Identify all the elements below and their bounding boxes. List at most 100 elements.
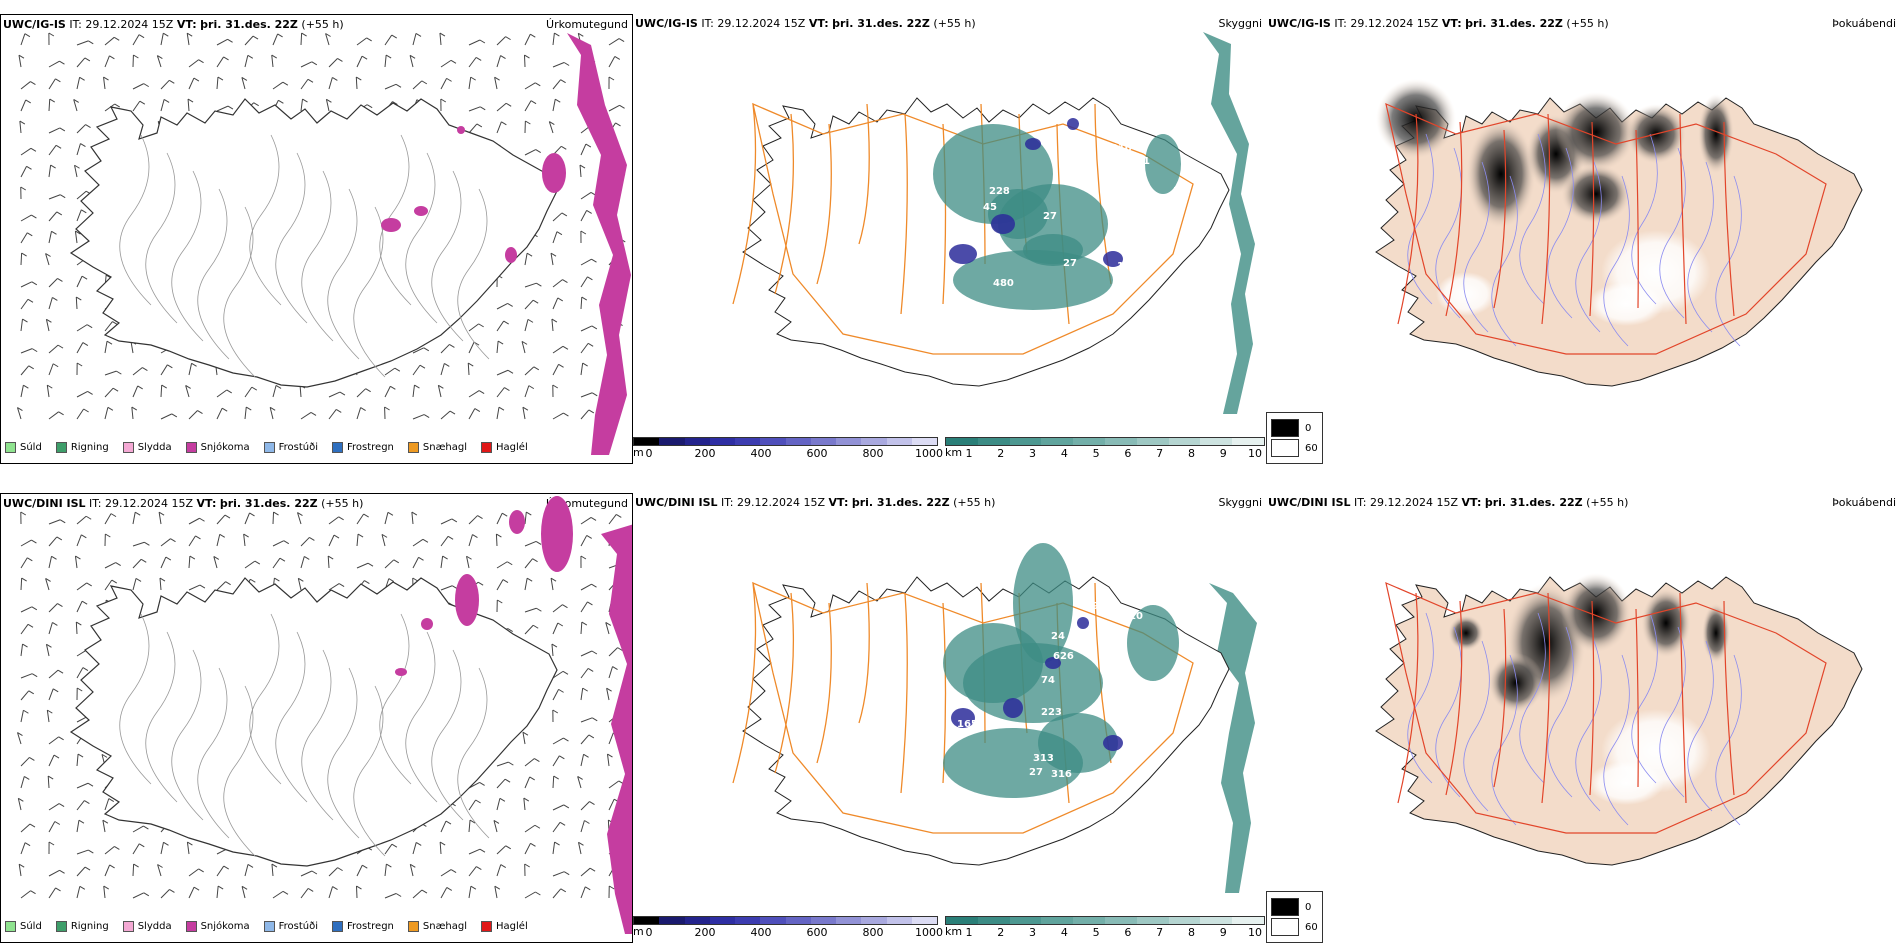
- visibility-label: 74: [1181, 639, 1195, 650]
- fog-index-area: [1698, 94, 1734, 174]
- legend-label: Haglél: [496, 442, 528, 453]
- visibility-labels: 69 10 74 24 626 74 223 165 313 27 316 30 491: [957, 601, 1195, 780]
- low-cloud-base-area: [1103, 251, 1123, 267]
- legend-item: 60: [1271, 918, 1318, 936]
- legend-item: Snjókoma: [185, 921, 250, 932]
- panel-header: UWC/DINI ISL IT: 29.12.2024 15Z VT: þri.…: [1268, 496, 1629, 509]
- colorbar-tick: 3: [1029, 447, 1037, 460]
- colorbar-tick: 9: [1219, 447, 1227, 460]
- legend-swatch: [122, 442, 134, 453]
- legend-item: Haglél: [481, 442, 528, 453]
- iceland-map: [1375, 573, 1863, 866]
- visibility-label: 228: [989, 186, 1010, 197]
- visibility-label: 24: [1051, 631, 1065, 642]
- fog-index-panel-1: UWC/IG-IS IT: 29.12.2024 15Z VT: þri. 31…: [1266, 14, 1900, 464]
- visibility-colorbar: 1 2 3 4 5 6 7 8 9 10 km: [945, 437, 1265, 460]
- colorbar-cell: [1009, 917, 1042, 924]
- colorbar-cell: [1200, 438, 1233, 445]
- legend-item: Rigning: [55, 921, 109, 932]
- visibility-label: 210: [1111, 143, 1132, 154]
- colorbar-tick: 1000: [915, 447, 943, 460]
- colorbar-cell: [760, 917, 786, 924]
- legend-item: 0: [1271, 419, 1318, 437]
- visibility-label: 30: [1129, 735, 1143, 746]
- low-cloud-base-area: [1025, 138, 1041, 150]
- iceland-map: 69 10 74 24 626 74 223 165 313 27 316 30 491: [732, 543, 1257, 893]
- legend-label: Slydda: [137, 921, 172, 932]
- colorbar-cell: [659, 438, 685, 445]
- clear-area: [1588, 282, 1664, 326]
- legend-label: 60: [1305, 921, 1318, 933]
- low-visibility-area: [963, 643, 1103, 723]
- legend-swatch: [263, 921, 275, 932]
- colorbar-tick: 1: [965, 926, 973, 939]
- low-visibility-areas: [943, 543, 1179, 798]
- colorbar-tick: 2: [997, 926, 1005, 939]
- visibility-label: 31: [1118, 158, 1132, 169]
- colorbar-tick: 10: [1248, 447, 1262, 460]
- low-visibility-area: [1038, 713, 1118, 773]
- legend-label: Frostregn: [347, 921, 394, 932]
- snowfall-area: [542, 153, 566, 193]
- low-visibility-areas: [933, 118, 1181, 310]
- river-lines: [1407, 133, 1742, 347]
- colorbar-cell: [1232, 438, 1264, 445]
- legend-label: Snjókoma: [200, 921, 250, 932]
- colorbar-tick: 0: [645, 447, 653, 460]
- colorbar-cell: [634, 917, 660, 924]
- legend-label: Snjókoma: [200, 442, 250, 453]
- low-visibility-area: [1023, 234, 1083, 266]
- fog-index-area: [1448, 615, 1484, 651]
- colorbar-tick: 8: [1187, 447, 1195, 460]
- colorbar-cell: [911, 438, 937, 445]
- legend-item: Frostúði: [263, 921, 318, 932]
- visibility-label: 1: [1143, 156, 1150, 167]
- visibility-label: 53: [1173, 186, 1187, 197]
- visibility-panel-1: UWC/IG-IS IT: 29.12.2024 15Z VT: þri. 31…: [633, 14, 1266, 464]
- visibility-label: 491: [1111, 760, 1132, 771]
- legend-label: 0: [1305, 901, 1312, 913]
- low-visibility-area: [1013, 543, 1073, 663]
- panel-header: UWC/DINI ISL IT: 29.12.2024 15Z VT: þri.…: [3, 497, 364, 510]
- fog-index-area: [1556, 92, 1636, 172]
- fog-legend: 0 60: [1266, 891, 1323, 943]
- colorbar-cell: [1009, 438, 1042, 445]
- legend-label: Súld: [20, 442, 42, 453]
- visibility-label: 10: [1129, 611, 1143, 622]
- fog-index-area: [1466, 119, 1536, 229]
- colorbar-cell: [810, 917, 836, 924]
- legend-swatch: [1271, 419, 1299, 437]
- legend-label: Rigning: [70, 442, 109, 453]
- legend-item: Frostregn: [332, 442, 394, 453]
- colorbar-tick: 4: [1060, 447, 1068, 460]
- coastal-visibility-band: [1203, 32, 1255, 414]
- visibility-label: 150: [963, 228, 984, 239]
- visibility-label: 313: [1033, 753, 1054, 764]
- fog-index-panel-2: UWC/DINI ISL IT: 29.12.2024 15Z VT: þri.…: [1266, 493, 1900, 943]
- panel-title: Skyggni: [1218, 17, 1262, 30]
- snowfall-areas: [381, 33, 631, 455]
- legend-item: Frostregn: [332, 921, 394, 932]
- legend-swatch: [407, 921, 419, 932]
- visibility-label: 626: [1053, 651, 1074, 662]
- visibility-label: 53: [1103, 166, 1117, 177]
- visibility-label: 480: [993, 278, 1014, 289]
- legend-swatch: [122, 921, 134, 932]
- iceland-outline: [742, 97, 1230, 387]
- panel-title: Þokuábendi: [1832, 17, 1896, 30]
- visibility-label: 71: [1111, 126, 1125, 137]
- legend-label: Frostúði: [278, 921, 318, 932]
- panel-title: Úrkomutegund: [546, 18, 628, 31]
- low-visibility-area: [953, 250, 1113, 310]
- legend-item: Slydda: [122, 442, 172, 453]
- legend-swatch: [263, 442, 275, 453]
- legend-label: Rigning: [70, 921, 109, 932]
- legend-swatch: [5, 442, 16, 453]
- colorbar-tick: 0: [645, 926, 653, 939]
- visibility-label: 74: [1041, 675, 1055, 686]
- legend-item: Snæhagl: [407, 442, 467, 453]
- legend-swatch: [1271, 898, 1299, 916]
- low-cloud-base-area: [1045, 657, 1061, 669]
- height-colorbar: 0 200 400 600 800 1000 m: [633, 437, 943, 460]
